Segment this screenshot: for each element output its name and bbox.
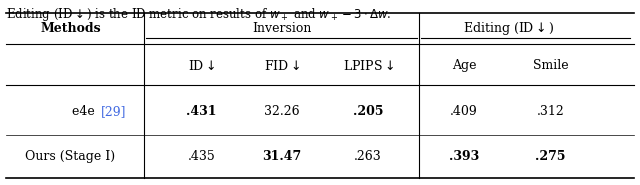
Text: 31.47: 31.47 [262,150,301,163]
Text: LPIPS$\downarrow$: LPIPS$\downarrow$ [342,59,394,73]
Text: FID$\downarrow$: FID$\downarrow$ [264,59,300,73]
Text: Smile: Smile [532,59,568,72]
Text: Editing (ID$\downarrow$) is the ID metric on results of $w_+$ and $w_+ - 3 \cdot: Editing (ID$\downarrow$) is the ID metri… [6,6,392,23]
Text: Ours (Stage I): Ours (Stage I) [26,150,115,163]
Text: Inversion: Inversion [252,22,311,35]
Text: ID$\downarrow$: ID$\downarrow$ [188,59,215,73]
Text: .275: .275 [535,150,566,163]
Text: .435: .435 [188,150,216,163]
Text: .205: .205 [353,105,383,118]
Text: [29]: [29] [101,105,127,118]
Text: Methods: Methods [40,22,100,35]
Text: .431: .431 [186,105,217,118]
Text: .263: .263 [354,150,382,163]
Text: Age: Age [452,59,476,72]
Text: .409: .409 [450,105,478,118]
Text: Editing (ID$\downarrow$): Editing (ID$\downarrow$) [463,20,554,37]
Text: 32.26: 32.26 [264,105,300,118]
Text: .393: .393 [449,150,479,163]
Text: .312: .312 [536,105,564,118]
Text: e4e: e4e [72,105,99,118]
